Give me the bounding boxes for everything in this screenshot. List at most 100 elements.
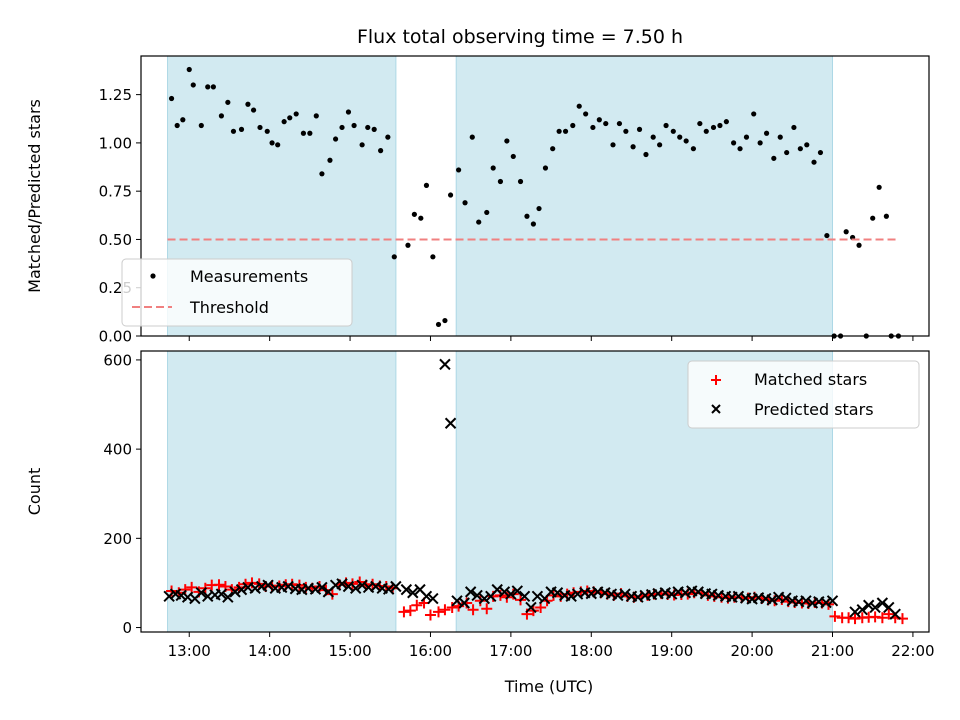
matched-star-point: [411, 599, 423, 611]
predicted-star-point: [856, 603, 868, 616]
predicted-star-point: [766, 594, 778, 606]
measurement-point: [596, 117, 602, 123]
predicted-star-point: [505, 588, 517, 600]
y-axis-label: Matched/Predicted stars: [25, 99, 44, 293]
legend: Matched stars Predicted stars: [687, 360, 920, 429]
measurement-point: [876, 184, 882, 190]
predicted-star-point: [679, 587, 692, 599]
axes-frame: [140, 55, 930, 337]
measurement-point: [469, 134, 475, 140]
measurement-point: [418, 215, 424, 221]
measurement-point: [630, 144, 636, 150]
x-tick-label: 22:00: [891, 642, 934, 660]
legend-measurement-marker: [150, 273, 156, 279]
predicted-star-point: [444, 417, 457, 429]
measurement-point: [476, 219, 482, 225]
predicted-star-point: [511, 585, 524, 597]
measurement-point: [771, 155, 777, 161]
matched-star-point: [439, 604, 451, 616]
measurement-point: [616, 120, 623, 127]
measurement-point: [804, 142, 810, 148]
measurement-point: [797, 146, 803, 152]
x-tick-label: 19:00: [650, 642, 693, 660]
predicted-star-point: [525, 601, 537, 614]
measurement-point: [683, 138, 689, 144]
measurement-point: [670, 128, 676, 134]
measurement-point: [300, 130, 307, 136]
measurement-point: [757, 140, 763, 146]
predicted-star-point: [585, 587, 597, 600]
measurement-point: [359, 142, 365, 148]
x-axis-label: Time (UTC): [504, 677, 593, 696]
measurement-point: [287, 115, 293, 121]
matched-star-point: [467, 604, 479, 616]
y-tick-label: 1.25: [99, 86, 132, 104]
measurement-point: [405, 242, 411, 248]
measurement-point: [442, 317, 448, 324]
measurement-point: [610, 142, 616, 148]
measurement-point: [690, 146, 697, 152]
measurement-point: [332, 136, 339, 142]
measurement-point: [339, 124, 345, 131]
legend-predicted-marker: [711, 404, 721, 414]
x-tick-label: 15:00: [328, 642, 371, 660]
predicted-star-point: [491, 583, 503, 596]
predicted-star-point: [163, 590, 175, 603]
predicted-star-point: [282, 580, 294, 593]
measurement-point: [435, 321, 442, 328]
measurement-point: [710, 124, 717, 131]
measurement-point: [269, 140, 275, 146]
measurement-point: [556, 128, 562, 134]
measurement-point: [510, 153, 516, 160]
predicted-star-point: [820, 596, 832, 609]
predicted-star-point: [451, 595, 463, 607]
measurement-point: [703, 128, 709, 134]
y-axis-label: Count: [25, 468, 44, 516]
measurement-point: [542, 165, 549, 171]
measurement-point: [218, 113, 225, 119]
measurement-point: [697, 120, 703, 127]
predicted-star-point: [400, 583, 413, 596]
legend-box: [121, 258, 353, 327]
measurement-point: [751, 111, 757, 117]
matched-star-point: [876, 612, 888, 624]
legend-label: Matched stars: [754, 370, 867, 389]
predicted-star-point: [382, 583, 395, 595]
predicted-star-point: [356, 579, 368, 591]
matched-star-point: [446, 601, 458, 613]
measurement-point: [550, 146, 556, 152]
x-tick-label: 16:00: [409, 642, 452, 660]
predicted-star-point: [471, 589, 483, 602]
x-tick-label: 18:00: [570, 642, 613, 660]
y-tick-label: 0.50: [99, 231, 132, 249]
measurement-point: [385, 134, 391, 140]
measurement-point: [677, 134, 683, 140]
chart-title: Flux total observing time = 7.50 h: [357, 26, 683, 48]
measurement-point: [536, 205, 542, 212]
measurement-point: [365, 124, 371, 131]
measurement-point: [811, 159, 817, 165]
y-tick-label: 200: [103, 530, 132, 548]
measurement-point: [497, 178, 504, 185]
measurement-point: [636, 126, 643, 132]
measurement-point: [257, 124, 263, 131]
measurement-point: [484, 209, 490, 216]
predicted-star-point: [235, 583, 248, 596]
measurement-point: [717, 122, 723, 129]
predicted-star-point: [826, 595, 839, 607]
predicted-star-point: [175, 589, 187, 602]
predicted-star-point: [370, 580, 382, 593]
predicted-star-point: [439, 358, 451, 371]
predicted-star-point: [518, 590, 531, 603]
measurement-point: [275, 142, 281, 148]
x-tick-label: 17:00: [489, 642, 532, 660]
shaded-interval: [167, 350, 397, 633]
measurement-point: [456, 167, 462, 173]
predicted-star-point: [780, 592, 792, 604]
matched-star-point: [481, 603, 493, 615]
measurement-point: [590, 124, 596, 131]
measurement-point: [643, 151, 649, 158]
measurement-point: [351, 122, 357, 129]
measurement-point: [817, 149, 824, 156]
measurement-point: [293, 111, 299, 117]
